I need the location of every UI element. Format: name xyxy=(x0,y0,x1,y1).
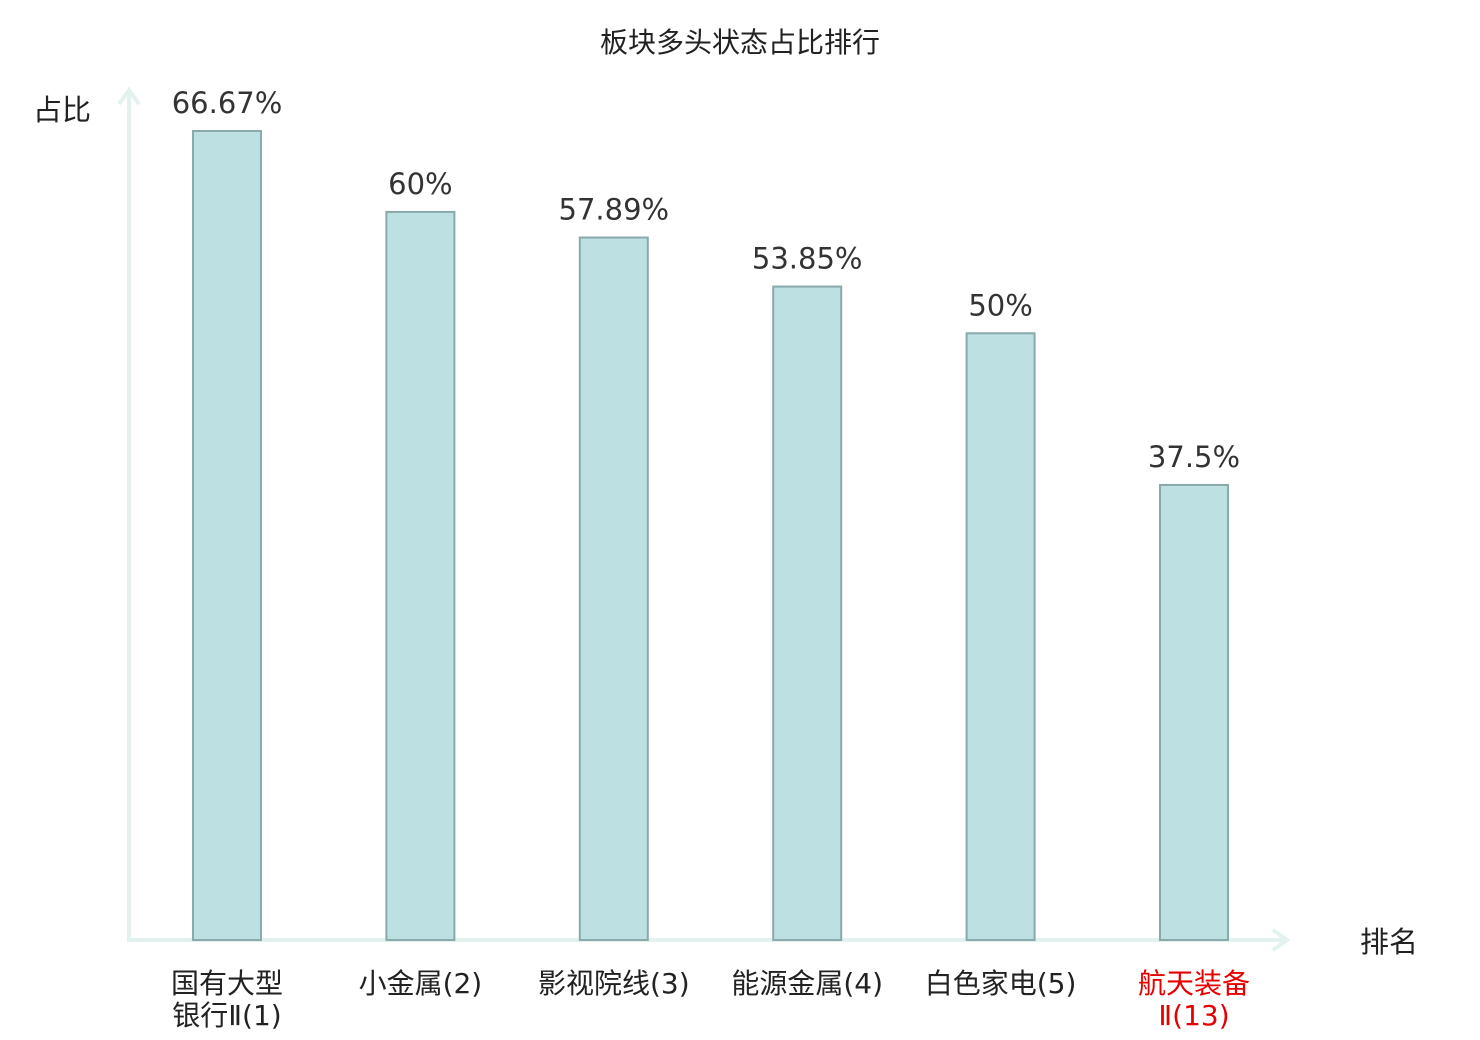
value-label-0: 66.67% xyxy=(172,86,283,120)
value-label-5: 37.5% xyxy=(1148,440,1240,474)
category-label-2: 影视院线(3) xyxy=(538,967,690,1000)
axes xyxy=(117,86,1291,952)
x-axis-arrow xyxy=(1271,928,1291,952)
value-labels: 66.67% 60% 57.89% 53.85% 50% 37.5% xyxy=(172,86,1240,474)
category-label-1: 小金属(2) xyxy=(359,967,483,1000)
bar-1 xyxy=(385,210,456,941)
value-label-2: 57.89% xyxy=(559,193,670,227)
category-label-3: 能源金属(4) xyxy=(731,967,883,1000)
value-label-3: 53.85% xyxy=(752,242,863,276)
bar-4 xyxy=(965,332,1036,941)
bar-series xyxy=(192,130,1229,941)
value-label-4: 50% xyxy=(968,288,1032,322)
value-label-1: 60% xyxy=(388,167,452,201)
category-label-5-line-1: Ⅱ(13) xyxy=(1158,999,1229,1032)
category-label-5-line-0: 航天装备 xyxy=(1138,967,1250,1000)
bar-2 xyxy=(578,236,649,941)
y-axis-arrow xyxy=(117,86,141,106)
y-axis-label: 占比 xyxy=(33,93,91,127)
category-label-0-line-0: 国有大型 xyxy=(171,967,283,1000)
bar-3 xyxy=(772,285,843,941)
x-axis-label: 排名 xyxy=(1360,925,1418,959)
bar-0 xyxy=(192,130,262,941)
category-label-0-line-1: 银行Ⅱ(1) xyxy=(172,999,281,1032)
chart-title: 板块多头状态占比排行 xyxy=(600,26,880,59)
category-label-4: 白色家电(5) xyxy=(925,967,1077,1000)
bar-5 xyxy=(1159,483,1229,941)
